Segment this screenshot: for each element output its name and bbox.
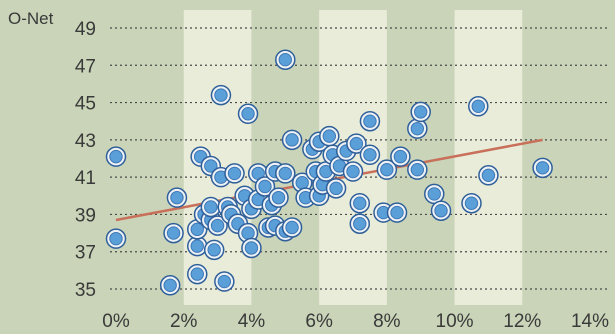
x-axis-tick-labels: 0% 2% 4% 6% 8% 10% 12% 14% <box>102 311 609 332</box>
data-point-core <box>363 148 377 162</box>
data-point-core <box>210 218 225 233</box>
data-point-core <box>322 129 336 143</box>
y-tick-label: 41 <box>75 168 96 189</box>
x-tick-label: 8% <box>373 311 401 332</box>
data-point-core <box>109 149 123 164</box>
y-tick-label: 43 <box>75 131 96 152</box>
x-tick-label: 2% <box>170 311 198 332</box>
data-point-core <box>535 161 550 175</box>
data-point-core <box>109 231 123 246</box>
data-point-core <box>393 149 408 164</box>
y-tick-label: 35 <box>75 280 96 301</box>
data-point-core <box>278 166 292 181</box>
x-tick-label: 12% <box>503 311 541 332</box>
data-point-core <box>204 159 218 173</box>
data-point-core <box>166 226 181 240</box>
data-point-core <box>353 196 367 210</box>
data-point-core <box>190 239 204 253</box>
data-point-core <box>241 226 255 240</box>
y-axis-label: O-Net <box>8 9 54 28</box>
data-point-core <box>170 190 184 205</box>
x-tick-label: 4% <box>238 311 266 332</box>
y-axis-tick-labels: 35 37 39 41 43 45 47 49 <box>75 19 96 301</box>
y-tick-label: 45 <box>75 94 96 115</box>
data-point-core <box>285 220 299 235</box>
data-point-core <box>464 196 479 210</box>
y-tick-label: 37 <box>75 243 96 264</box>
data-point-core <box>390 205 404 220</box>
data-point-core <box>295 176 309 190</box>
data-point-core <box>163 278 177 292</box>
data-point-core <box>217 274 232 289</box>
data-point-core <box>190 267 204 281</box>
data-point-core <box>410 162 425 177</box>
data-point-core <box>471 99 485 114</box>
x-tick-label: 0% <box>102 311 130 332</box>
data-point-core <box>214 88 228 102</box>
data-points <box>105 49 553 296</box>
data-point-core <box>434 204 448 218</box>
data-point-core <box>363 114 377 128</box>
plot-band <box>454 10 523 305</box>
data-point-core <box>241 107 255 121</box>
data-point-core <box>271 190 286 205</box>
data-point-core <box>244 241 259 255</box>
data-point-core <box>414 105 428 119</box>
data-point-core <box>258 179 272 194</box>
data-point-core <box>410 121 425 136</box>
data-point-core <box>227 166 242 181</box>
data-point-core <box>353 217 367 231</box>
data-point-core <box>481 168 496 182</box>
data-point-core <box>204 200 218 214</box>
y-tick-label: 49 <box>75 19 96 40</box>
data-point-core <box>346 164 360 179</box>
x-tick-label: 14% <box>571 311 609 332</box>
data-point-core <box>190 222 204 237</box>
y-tick-label: 47 <box>75 56 96 77</box>
data-point-core <box>329 181 343 196</box>
x-tick-label: 10% <box>436 311 474 332</box>
data-point-core <box>349 136 364 151</box>
data-point-core <box>380 162 394 177</box>
x-tick-label: 6% <box>305 311 333 332</box>
data-point-core <box>285 133 299 147</box>
data-point-core <box>427 187 441 201</box>
data-point-core <box>278 52 292 67</box>
data-point-core <box>207 243 221 257</box>
y-tick-label: 39 <box>75 205 96 226</box>
